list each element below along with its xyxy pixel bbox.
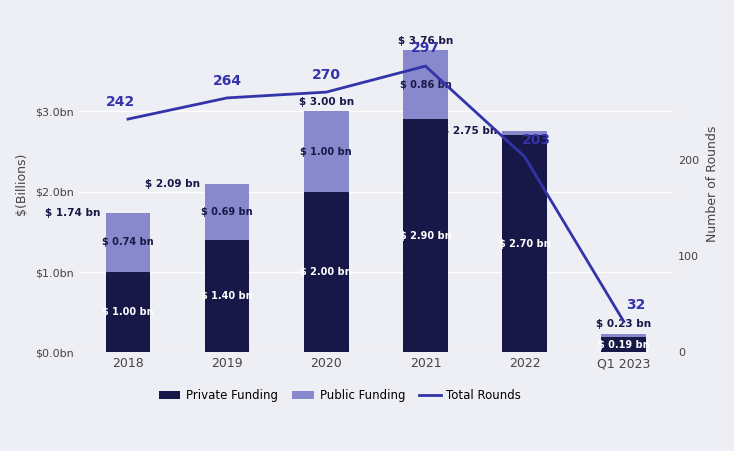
Legend: Private Funding, Public Funding, Total Rounds: Private Funding, Public Funding, Total R…: [154, 385, 526, 407]
Text: $ 0.69 bn: $ 0.69 bn: [201, 207, 253, 217]
Total Rounds: [619, 319, 628, 324]
Text: $ 0.23 bn: $ 0.23 bn: [596, 319, 651, 329]
Text: $ 2.90 bn: $ 2.90 bn: [399, 231, 451, 241]
Bar: [502, 135, 547, 352]
Total Rounds: [123, 116, 132, 122]
Text: $ 0.19 bn: $ 0.19 bn: [598, 340, 650, 350]
Bar: [304, 111, 349, 192]
Total Rounds: [421, 64, 430, 69]
Text: $ 3.76 bn: $ 3.76 bn: [398, 36, 453, 46]
Y-axis label: $(Billions): $(Billions): [15, 152, 28, 215]
Bar: [502, 131, 547, 135]
Text: 32: 32: [626, 298, 645, 312]
Bar: [403, 120, 448, 352]
Bar: [106, 272, 150, 352]
Text: $ 1.00 bn: $ 1.00 bn: [300, 147, 352, 156]
Text: $ 2.09 bn: $ 2.09 bn: [145, 179, 200, 189]
Bar: [601, 334, 646, 337]
Text: $ 0.86 bn: $ 0.86 bn: [399, 80, 451, 90]
Total Rounds: [222, 95, 231, 101]
Bar: [403, 51, 448, 120]
Text: 242: 242: [106, 96, 135, 110]
Bar: [304, 192, 349, 352]
Line: Total Rounds: Total Rounds: [128, 66, 624, 322]
Total Rounds: [322, 89, 331, 95]
Text: $ 1.40 bn: $ 1.40 bn: [201, 291, 253, 301]
Bar: [205, 184, 250, 240]
Text: $ 3.00 bn: $ 3.00 bn: [299, 97, 354, 106]
Text: $ 1.00 bn: $ 1.00 bn: [102, 307, 154, 317]
Y-axis label: Number of Rounds: Number of Rounds: [706, 125, 719, 242]
Text: 270: 270: [312, 69, 341, 83]
Text: 297: 297: [411, 41, 440, 55]
Text: 264: 264: [213, 74, 241, 88]
Text: 203: 203: [522, 133, 551, 147]
Bar: [106, 212, 150, 272]
Text: $ 1.74 bn: $ 1.74 bn: [46, 207, 101, 217]
Bar: [601, 337, 646, 352]
Bar: [205, 240, 250, 352]
Text: $ 2.00 bn: $ 2.00 bn: [300, 267, 352, 277]
Total Rounds: [520, 154, 529, 159]
Text: $ 2.70 bn: $ 2.70 bn: [499, 239, 550, 249]
Text: $ 0.74 bn: $ 0.74 bn: [102, 237, 154, 247]
Text: $ 2.75 bn: $ 2.75 bn: [442, 126, 498, 137]
